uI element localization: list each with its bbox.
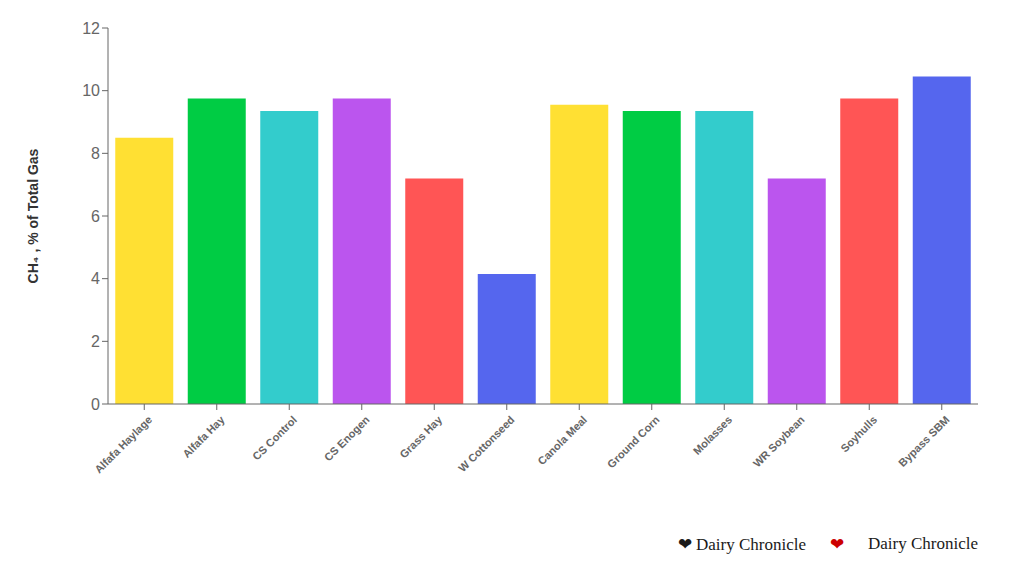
svg-text:CS Control: CS Control [250,413,299,462]
svg-text:4: 4 [91,270,100,287]
svg-text:8: 8 [91,145,100,162]
svg-text:Alfafa Hay: Alfafa Hay [180,413,227,460]
svg-text:6: 6 [91,208,100,225]
svg-text:Ground Corn: Ground Corn [605,413,662,470]
svg-text:CH₄ , % of Total Gas: CH₄ , % of Total Gas [25,148,41,283]
svg-text:Canola Meal: Canola Meal [535,413,589,467]
svg-text:2: 2 [91,333,100,350]
svg-text:Soyhulls: Soyhulls [838,413,879,454]
svg-text:Alfafa Haylage: Alfafa Haylage [92,413,154,475]
svg-text:0: 0 [91,396,100,413]
html-text:Dairy Chronicle: Dairy Chronicle [868,534,978,553]
svg-text:W Cottonseed: W Cottonseed [456,413,517,474]
html-text:❤ Dairy Chronicle: ❤ Dairy Chronicle [677,534,806,554]
svg-text:10: 10 [82,82,100,99]
svg-text:CS Enogen: CS Enogen [322,413,372,463]
svg-text:Grass Hay: Grass Hay [397,413,445,461]
svg-text:WR Soybean: WR Soybean [751,413,807,469]
svg-text:12: 12 [82,20,100,37]
svg-text:Molasses: Molasses [691,413,735,457]
svg-text:Bypass SBM: Bypass SBM [896,413,952,469]
